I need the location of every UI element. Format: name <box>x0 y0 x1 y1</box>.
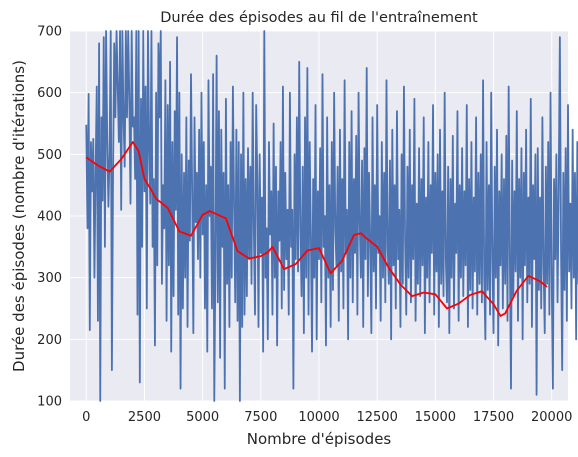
y-tick-label: 500 <box>37 148 62 163</box>
x-tick-label: 15000 <box>415 410 456 425</box>
y-tick-label: 700 <box>37 25 62 40</box>
smoothed-series <box>85 141 548 317</box>
x-tick-label: 20000 <box>531 410 572 425</box>
y-tick-labels: 100 200 300 400 500 600 700 <box>37 25 62 410</box>
x-tick-label: 5000 <box>186 410 219 425</box>
raw-duration-line <box>85 30 578 402</box>
raw-series <box>85 30 578 402</box>
y-tick-label: 400 <box>37 210 62 225</box>
x-tick-label: 0 <box>82 410 90 425</box>
x-tick-label: 17500 <box>473 410 514 425</box>
x-tick-label: 12500 <box>356 410 397 425</box>
y-axis-label: Durée des épisodes (nombre d'itérations) <box>10 60 28 372</box>
x-tick-label: 7500 <box>244 410 277 425</box>
y-tick-label: 300 <box>37 271 62 286</box>
x-tick-label: 10000 <box>298 410 339 425</box>
y-tick-label: 600 <box>37 86 62 101</box>
x-tick-labels: 0 2500 5000 7500 10000 12500 15000 17500 20000 <box>82 410 572 425</box>
smoothed-duration-line <box>85 141 548 317</box>
x-tick-label: 2500 <box>128 410 161 425</box>
chart-title: Durée des épisodes au fil de l'entraînem… <box>160 10 478 26</box>
x-axis-label: Nombre d'épisodes <box>247 430 392 448</box>
y-tick-label: 100 <box>37 395 62 410</box>
y-tick-label: 200 <box>37 333 62 348</box>
